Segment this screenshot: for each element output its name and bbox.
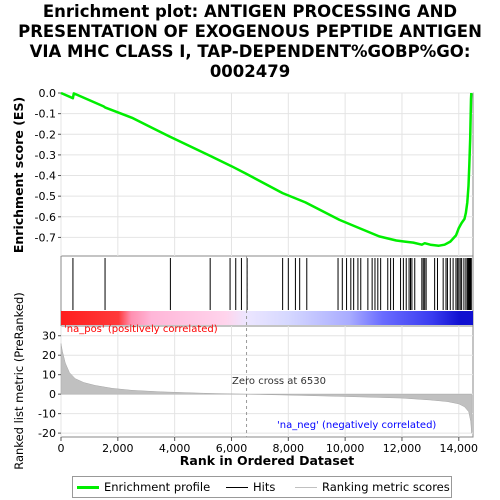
x-tick-label: 4,000 — [159, 442, 191, 455]
legend-item-enrichment: Enrichment profile — [77, 480, 210, 494]
x-ticks: 0 2,000 4,000 6,000 8,000 10,000 12,000 14,000 — [58, 437, 479, 455]
ranking-y-tick-label: 0 — [49, 388, 56, 401]
chart-title-line-1: Enrichment plot: ANTIGEN PROCESSING AND — [42, 2, 458, 21]
x-tick-label: 2,000 — [102, 442, 134, 455]
es-y-tick-label: -0.6 — [35, 211, 56, 224]
ranking-y-ticks: 30 20 10 0 -10 -20 — [38, 330, 61, 440]
ranking-y-tick-label: 30 — [42, 330, 56, 343]
negative-correlated-label: 'na_neg' (negatively correlated) — [277, 420, 436, 431]
ranking-panel-frame — [60, 325, 474, 438]
x-tick-label: 0 — [58, 442, 65, 455]
legend-label: Hits — [253, 480, 276, 494]
x-tick-label: 10,000 — [326, 442, 365, 455]
x-tick-label: 6,000 — [216, 442, 248, 455]
es-y-ticks: 0.0 -0.1 -0.2 -0.3 -0.4 -0.5 -0.6 -0.7 — [35, 87, 61, 244]
es-gridlines — [60, 92, 473, 256]
legend-item-hits: Hits — [226, 480, 275, 494]
legend-enrichment-swatch — [77, 485, 99, 489]
es-y-tick-label: 0.0 — [39, 87, 57, 100]
enrichment-profile-line — [60, 91, 473, 247]
x-tick-label: 8,000 — [273, 442, 305, 455]
legend-item-ranking: Ranking metric scores — [295, 480, 450, 494]
legend-ranking-swatch — [295, 486, 317, 488]
es-y-tick-label: -0.4 — [35, 170, 56, 183]
ranking-y-tick-label: 10 — [42, 369, 56, 382]
es-y-tick-label: -0.2 — [35, 128, 56, 141]
enrichment-line — [60, 91, 473, 247]
ranking-y-tick-label: -20 — [38, 427, 56, 440]
ranking-color-bar — [61, 311, 473, 325]
chart-title-line-2: PRESENTATION OF EXOGENOUS PEPTIDE ANTIGE… — [18, 22, 482, 41]
es-y-tick-label: -0.3 — [35, 149, 56, 162]
x-tick-label: 12,000 — [383, 442, 422, 455]
chart-title: Enrichment plot: ANTIGEN PROCESSING AND … — [0, 2, 500, 82]
ranking-y-tick-label: 20 — [42, 349, 56, 362]
es-panel-frame — [60, 92, 474, 257]
zero-cross-label: Zero cross at 6530 — [232, 376, 326, 387]
legend-label: Enrichment profile — [104, 480, 211, 494]
legend-label: Ranking metric scores — [322, 480, 450, 494]
legend-hits-swatch — [226, 486, 248, 488]
es-y-tick-label: -0.5 — [35, 190, 56, 203]
es-y-tick-label: -0.7 — [35, 231, 56, 244]
es-y-tick-label: -0.1 — [35, 108, 56, 121]
chart-title-line-4: 0002479 — [209, 62, 291, 81]
ranking-y-tick-label: -10 — [38, 408, 56, 421]
chart-title-line-3: VIA MHC CLASS I, TAP-DEPENDENT%GOBP%GO: — [29, 42, 471, 61]
positive-correlated-label: 'na_pos' (positively correlated) — [64, 324, 218, 335]
x-axis-label: Rank in Ordered Dataset — [180, 453, 354, 468]
ranking-y-axis-label: Ranked list metric (PreRanked) — [12, 292, 26, 470]
hit-marks — [72, 258, 472, 310]
es-y-axis-label: Enrichment score (ES) — [11, 97, 26, 253]
legend: Enrichment profile Hits Ranking metric s… — [72, 476, 452, 498]
x-tick-label: 14,000 — [440, 442, 479, 455]
